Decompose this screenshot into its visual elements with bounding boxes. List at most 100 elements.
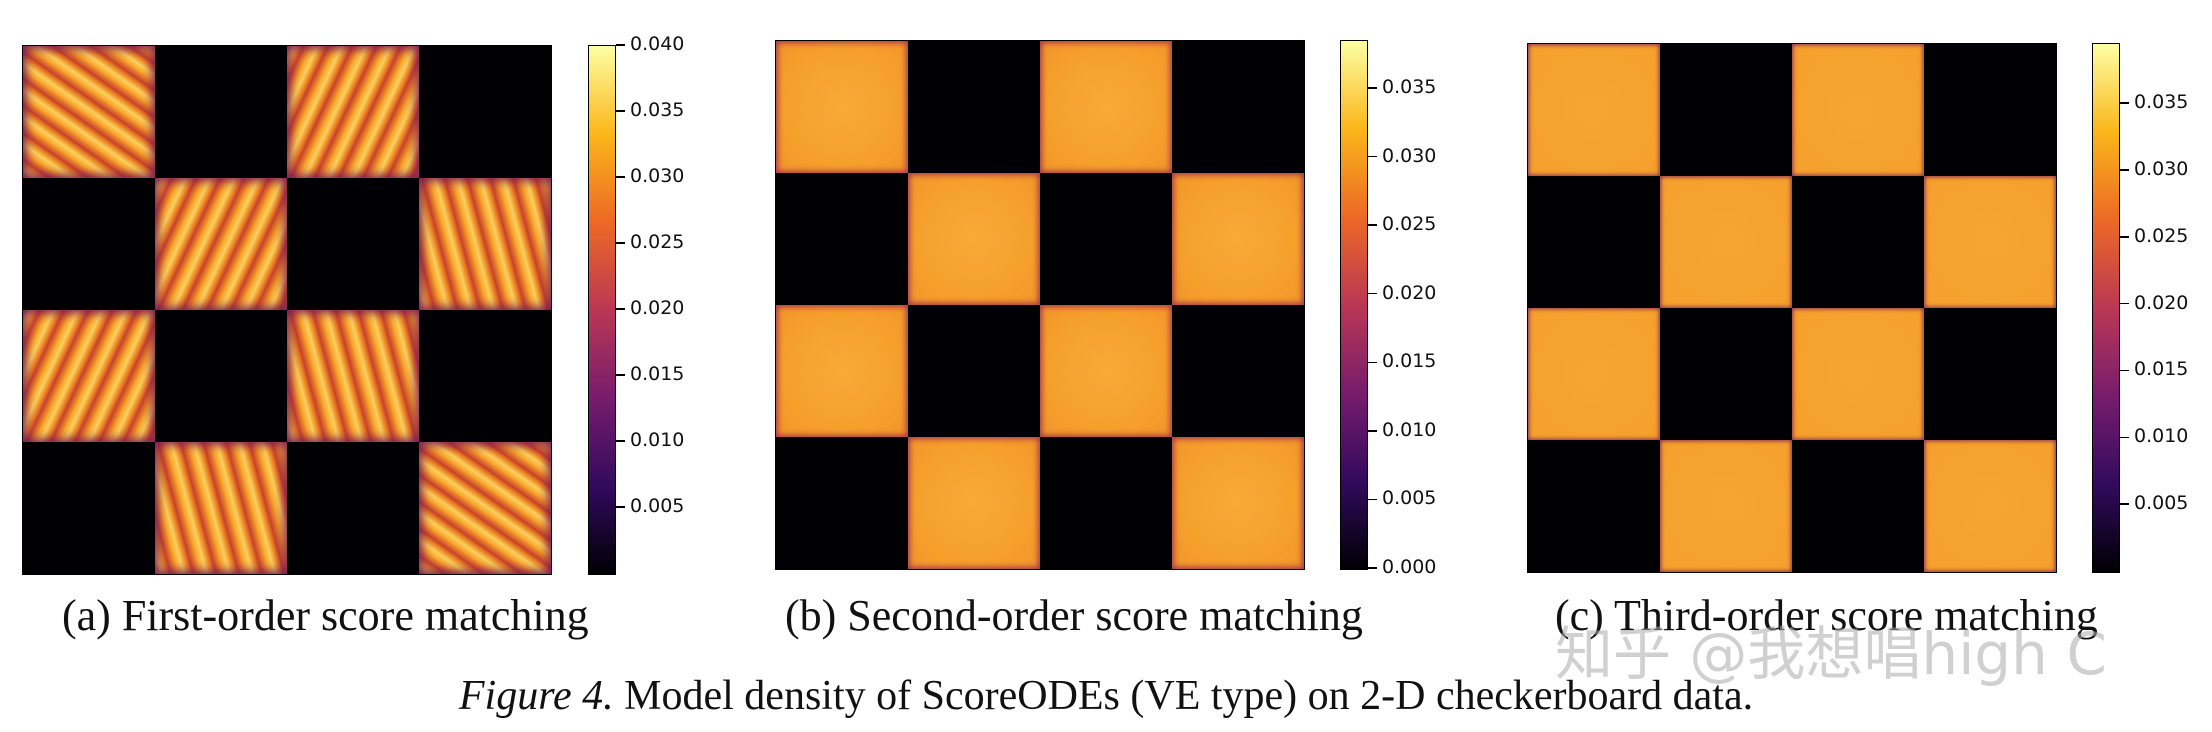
colorbar-tick [2120, 102, 2129, 104]
heatmap-cell-high [1924, 440, 2056, 572]
heatmap-cell-low [155, 310, 287, 442]
colorbar-tick [616, 374, 625, 376]
panel-caption-c: (c) Third-order score matching [1555, 591, 2098, 640]
heatmap-cell-high [776, 305, 908, 437]
heatmap-cell-low [1660, 308, 1792, 440]
colorbar-tick-label: 0.030 [1382, 144, 1437, 167]
heatmap-cell-low [155, 46, 287, 178]
colorbar-tick-label: 0.035 [1382, 76, 1437, 98]
heatmap-cell-low [908, 305, 1040, 437]
heatmap-cell-high [1792, 44, 1924, 176]
heatmap-cell-high [287, 46, 419, 178]
heatmap-cell-low [1172, 41, 1304, 173]
heatmap-cell-low [1792, 176, 1924, 308]
colorbar-tick [616, 308, 625, 310]
colorbar-tick [2120, 436, 2129, 439]
heatmap-cell-low [419, 46, 551, 178]
colorbar-tick [1368, 567, 1377, 569]
heatmap-cell-low [1924, 308, 2056, 440]
heatmap-cell-low [776, 437, 908, 569]
heatmap-cell-low [1792, 440, 1924, 572]
watermark-text: 知乎 @我想唱high C [1555, 620, 2107, 688]
colorbar-tick [1368, 361, 1377, 364]
heatmap-cell-low [1660, 44, 1792, 176]
heatmap-cell-low [1172, 305, 1304, 437]
figure-caption-text: Model density of ScoreODEs (VE type) on … [624, 673, 1754, 719]
colorbar-tick-label: 0.010 [1382, 418, 1437, 441]
colorbar-tick-label: 0.000 [1382, 556, 1437, 578]
heatmap-cell-low [1528, 176, 1660, 308]
colorbar-tick [2120, 302, 2129, 305]
heatmap-cell-high [23, 46, 155, 178]
colorbar-tick [1368, 224, 1377, 226]
colorbar-tick [1368, 498, 1377, 501]
colorbar-tick-label: 0.005 [630, 495, 685, 517]
panel-caption-a: (a) First-order score matching [62, 591, 589, 640]
colorbar-tick [1368, 430, 1377, 432]
colorbar-tick [2120, 503, 2129, 505]
heatmap-cell-high [1924, 176, 2056, 308]
panel-caption-b: (b) Second-order score matching [785, 591, 1363, 640]
colorbar-tick [1368, 292, 1377, 295]
heatmap-cell-high [1528, 44, 1660, 176]
heatmap-cell-high [419, 442, 551, 574]
colorbar-tick [2120, 236, 2129, 238]
colorbar-tick-label: 0.020 [1382, 281, 1437, 304]
colorbar-tick-label: 0.035 [2134, 91, 2189, 114]
heatmap-cell-low [287, 442, 419, 574]
colorbar-tick-label: 0.015 [630, 363, 685, 385]
heatmap-cell-high [419, 178, 551, 310]
figure-caption: Figure 4. Model density of ScoreODEs (VE… [0, 672, 2212, 720]
heatmap-cell-low [1924, 44, 2056, 176]
heatmap-cell-high [1792, 308, 1924, 440]
colorbar-tick [2120, 369, 2129, 372]
colorbar-tick-label: 0.010 [2134, 425, 2189, 448]
colorbar-tick [616, 176, 625, 178]
colorbar-tick-label: 0.005 [2134, 492, 2189, 515]
heatmap-cell-high [1172, 437, 1304, 569]
heatmap-cell-low [419, 310, 551, 442]
colorbar-tick [616, 242, 625, 244]
colorbar-tick-label: 0.020 [2134, 291, 2189, 314]
heatmap-cell-low [776, 173, 908, 305]
figure-label: Figure 4. [458, 673, 614, 719]
heatmap-cell-high [1660, 440, 1792, 572]
heatmap-cell-high [908, 173, 1040, 305]
colorbar-tick-label: 0.015 [2134, 358, 2189, 381]
heatmap-cell-high [23, 310, 155, 442]
heatmap-cell-high [1660, 176, 1792, 308]
colorbar-tick [2120, 169, 2129, 171]
colorbar-third-order [2092, 43, 2120, 573]
colorbar-tick-label: 0.035 [630, 99, 685, 121]
colorbar-tick-label: 0.030 [630, 165, 685, 187]
colorbar-tick-label: 0.010 [630, 429, 685, 451]
colorbar-tick [1368, 155, 1377, 158]
colorbar-tick [616, 440, 625, 442]
colorbar-tick [616, 506, 625, 508]
heatmap-first-order [22, 45, 552, 575]
heatmap-cell-high [287, 310, 419, 442]
heatmap-cell-low [23, 178, 155, 310]
colorbar-tick-label: 0.040 [630, 33, 685, 55]
colorbar-second-order [1340, 40, 1368, 570]
heatmap-cell-high [155, 442, 287, 574]
heatmap-cell-low [908, 41, 1040, 173]
colorbar-tick-label: 0.030 [2134, 157, 2189, 180]
heatmap-cell-low [23, 442, 155, 574]
colorbar-tick [616, 110, 625, 112]
heatmap-second-order [775, 40, 1305, 570]
colorbar-tick [1368, 87, 1377, 89]
heatmap-cell-high [776, 41, 908, 173]
heatmap-cell-low [1040, 173, 1172, 305]
colorbar-tick [616, 44, 625, 46]
colorbar-tick-label: 0.015 [1382, 350, 1437, 373]
heatmap-cell-low [287, 178, 419, 310]
heatmap-third-order [1527, 43, 2057, 573]
heatmap-cell-high [908, 437, 1040, 569]
heatmap-cell-high [1040, 41, 1172, 173]
colorbar-tick-label: 0.005 [1382, 487, 1437, 510]
colorbar-tick-label: 0.025 [1382, 213, 1437, 236]
heatmap-cell-high [1172, 173, 1304, 305]
heatmap-cell-high [1528, 308, 1660, 440]
heatmap-cell-high [1040, 305, 1172, 437]
